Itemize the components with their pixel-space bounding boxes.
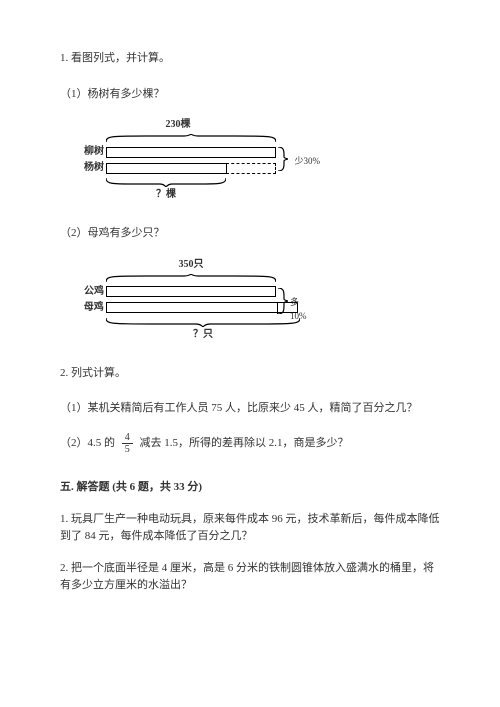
d2-brace-bottom [106,318,300,327]
fraction-den: 5 [122,444,133,455]
d1-bars: 柳树 杨树 少30% [78,144,278,176]
diagram-muji: 350只 公鸡 母鸡 多10% ？只 [78,257,298,343]
d1-bar-yangshu [106,163,226,174]
q1-title: 1. 看图列式，并计算。 [60,50,440,68]
d2-row2-label: 母鸡 [78,300,106,316]
d1-percent: 少30% [295,154,321,168]
d1-question: ？棵 [106,187,226,203]
d2-top-value: 350只 [106,257,276,273]
section5-item2: 2. 把一个底面半径是 4 厘米，高是 6 分米的铁制圆锥体放入盛满水的桶里，将… [60,560,440,595]
d2-bar-muji [106,302,298,313]
fraction-4-5: 4 5 [122,432,133,455]
d1-top-value: 230棵 [78,117,278,133]
q1-sub1: （1）杨树有多少棵？ [60,86,440,104]
diagram-yangshu: 230棵 柳树 杨树 少30% ？棵 [78,117,278,203]
q1-sub2: （2）母鸡有多少只？ [60,225,440,243]
fraction-num: 4 [122,432,133,444]
q2-sub1: （1）某机关精简后有工作人员 75 人，比原来少 45 人，精简了百分之几？ [60,400,440,418]
d1-bar-liushu [106,147,276,158]
d2-question: ？只 [106,327,300,343]
q2-sub2-pre: （2）4.5 的 [60,437,115,449]
d1-bar-dash [226,163,276,174]
d1-brace-bottom [106,178,226,187]
d2-bar-gongji [106,286,276,297]
d1-row2-label: 杨树 [78,160,106,176]
section5-item1: 1. 玩具厂生产一种电动玩具，原来每件成本 96 元，技术革新后，每件成本降低到… [60,511,440,546]
q2-sub2-post: 减去 1.5，所得的差再除以 2.1，商是多少？ [140,437,349,449]
d1-side-brace [278,147,288,171]
d2-side-brace [278,288,288,314]
d2-row1-label: 公鸡 [78,284,106,300]
q2-title: 2. 列式计算。 [60,365,440,383]
d2-percent: 多10% [290,295,306,324]
q2-sub2: （2）4.5 的 4 5 减去 1.5，所得的差再除以 2.1，商是多少？ [60,432,440,455]
section5-heading: 五. 解答题 (共 6 题，共 33 分) [60,479,440,497]
d2-brace-top [106,274,276,282]
d1-row1-label: 柳树 [78,144,106,160]
d1-brace-top [106,134,276,142]
